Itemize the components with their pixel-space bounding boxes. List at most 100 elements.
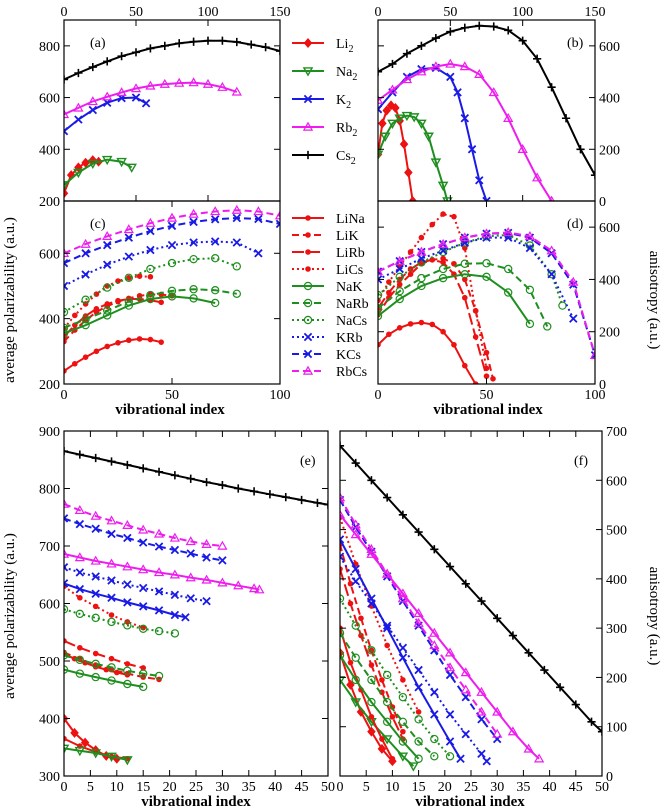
series-layer: [340, 441, 602, 772]
series-narb-marker: [398, 717, 408, 726]
series-nacs-marker: [340, 594, 345, 603]
x-tick-label: 5: [363, 780, 370, 795]
series-cs2-marker: [388, 59, 397, 69]
legend-marker: [303, 94, 313, 104]
series-nacs-marker: [75, 609, 85, 619]
series-lik-marker: [396, 281, 403, 288]
series-na2-marker: [350, 698, 362, 708]
series-narb-marker: [124, 297, 134, 306]
legend-entry-rbcs: RbCs: [292, 365, 367, 380]
series-line-krb: [64, 240, 259, 287]
series-nacs-marker: [102, 283, 112, 292]
series-cs2-marker: [524, 648, 533, 657]
series-li2-marker: [64, 188, 69, 199]
series-cs2-marker: [446, 27, 455, 36]
series-narb-marker: [378, 303, 383, 313]
series-cs2-marker: [74, 68, 83, 78]
legend-entry-k2: K2: [292, 93, 351, 111]
x-tick-label: 150: [585, 5, 606, 20]
series-lics-marker: [77, 594, 83, 601]
series-kcs-marker: [64, 258, 69, 268]
series-lics-marker: [92, 603, 99, 610]
series-lics-marker: [108, 612, 115, 618]
series-li2-marker: [346, 679, 355, 690]
series-na2-marker: [116, 157, 127, 168]
series-na2-marker: [397, 752, 409, 762]
series-line-rbcs: [378, 231, 595, 356]
y-tick-label: 400: [39, 143, 60, 158]
series-na2-marker: [64, 181, 70, 191]
series-lics-marker: [472, 308, 479, 314]
series-li2-marker: [382, 105, 391, 116]
series-line-rb2: [378, 62, 553, 201]
legend-label: NaCs: [336, 314, 367, 329]
series-krb-marker: [107, 576, 116, 585]
series-lirb-marker: [429, 257, 436, 263]
series-rbcs-marker: [546, 245, 557, 255]
series-k2-marker: [382, 623, 392, 633]
series-lina-marker: [440, 328, 446, 335]
series-k2-marker: [88, 105, 98, 115]
series-cs2-marker: [508, 631, 518, 640]
series-layer: [378, 21, 595, 201]
series-narb-marker: [438, 264, 448, 274]
series-cs2-marker: [202, 478, 211, 487]
series-kcs-marker: [189, 217, 198, 227]
series-rb2-marker: [517, 143, 528, 153]
series-kcs-marker: [167, 221, 177, 231]
series-cs2-marker: [218, 480, 227, 490]
x-tick-label: 0: [61, 388, 68, 403]
legend-label: KRb: [336, 331, 362, 346]
series-rbcs-marker: [416, 246, 427, 256]
series-line-nacs: [64, 257, 238, 313]
x-tick-label: 100: [270, 388, 291, 403]
series-nak-marker: [91, 672, 100, 682]
series-lics-marker: [386, 279, 392, 285]
series-lics-marker: [384, 642, 390, 649]
panel-e: 0 5 10 15 20 25 30 35 40 45 50 300 400 500 600 700 800 90…: [39, 425, 335, 795]
legend-marker: [302, 67, 314, 77]
series-rb2-marker: [416, 66, 427, 76]
series-cs2-marker: [431, 34, 440, 43]
series-kcs-marker: [146, 226, 155, 236]
series-cs2-marker: [518, 36, 527, 45]
series-na2-marker: [379, 132, 391, 142]
series-rbcs-marker: [210, 206, 221, 216]
series-narb-marker: [417, 273, 426, 283]
series-layer: [64, 204, 280, 374]
series-lirb-marker: [340, 566, 343, 572]
series-cs2-marker: [590, 171, 595, 180]
series-kcs-marker: [138, 538, 148, 547]
series-na2-marker: [122, 756, 133, 766]
series-lics-marker: [415, 709, 422, 715]
series-krb-marker: [461, 729, 470, 739]
legend-entry-rb2: Rb2: [292, 121, 357, 139]
series-cs2-marker: [189, 37, 198, 46]
legend-entry-nak: NaK: [292, 280, 362, 295]
y-tick-label: 300: [606, 622, 627, 637]
series-rb2-marker: [254, 584, 265, 594]
series-cs2-marker: [402, 49, 412, 58]
x-tick-label: 40: [543, 780, 557, 795]
series-k2-marker: [64, 579, 69, 588]
series-kcs-marker: [123, 533, 132, 543]
series-line-na2: [64, 747, 128, 761]
series-rbcs-marker: [201, 538, 212, 548]
series-rbcs-marker: [503, 227, 514, 237]
series-rb2-marker: [74, 552, 85, 562]
series-cs2-marker: [489, 22, 498, 31]
series-krb-marker: [340, 552, 345, 561]
series-k2-marker: [414, 683, 423, 692]
legend-entry-narb: NaRb: [292, 297, 369, 312]
legend-label: LiNa: [336, 212, 366, 227]
y-tick-label: 500: [606, 524, 627, 539]
series-krb-marker: [102, 260, 112, 269]
series-krb-marker: [64, 281, 69, 291]
panel-label: (f): [574, 454, 588, 469]
series-krb-marker: [189, 238, 198, 247]
series-rbcs-marker: [169, 532, 181, 542]
series-krb-marker: [64, 563, 69, 572]
series-line-narb: [64, 654, 160, 677]
series-lirb-marker: [483, 373, 490, 379]
series-cs2-marker: [139, 464, 148, 473]
